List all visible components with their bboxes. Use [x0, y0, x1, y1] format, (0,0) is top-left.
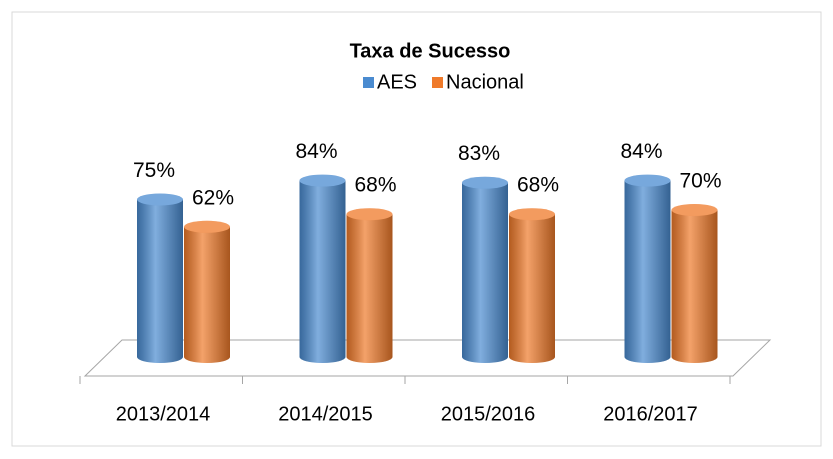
- bar-top: [137, 193, 183, 206]
- bar-top-highlight: [509, 208, 555, 221]
- bar-top: [509, 208, 555, 221]
- data-label: 84%: [295, 140, 337, 163]
- bar-top: [299, 174, 346, 187]
- floor: [83, 339, 772, 377]
- legend-swatch: [432, 77, 443, 88]
- x-tick-label: 2015/2016: [441, 403, 536, 425]
- data-label: 68%: [354, 174, 396, 197]
- data-label: 70%: [679, 170, 721, 193]
- data-label: 84%: [620, 140, 662, 163]
- data-label: 75%: [133, 159, 175, 182]
- bar-shading: [624, 180, 671, 363]
- bar-shading: [671, 210, 718, 363]
- bar-top: [184, 220, 230, 233]
- bar-top-highlight: [137, 193, 183, 206]
- chart-title: Taxa de Sucesso: [350, 40, 511, 62]
- bar-top-highlight: [671, 204, 718, 216]
- x-tick-label: 2013/2014: [116, 403, 211, 425]
- bar-top-highlight: [462, 176, 508, 189]
- bar-top: [346, 208, 393, 221]
- bar-top-highlight: [299, 174, 346, 187]
- bar-shading: [509, 214, 555, 363]
- bar-top-highlight: [624, 174, 671, 187]
- legend-label: Nacional: [446, 71, 524, 93]
- bar-shading: [184, 226, 230, 363]
- x-tick-label: 2014/2015: [278, 403, 373, 425]
- bar-shading: [137, 199, 183, 363]
- legend-label: AES: [377, 71, 417, 93]
- legend-swatch: [363, 77, 374, 88]
- data-label: 62%: [192, 186, 234, 209]
- data-label: 83%: [458, 142, 500, 165]
- x-tick-label: 2016/2017: [603, 403, 698, 425]
- bar-shading: [299, 180, 346, 363]
- bar-shading: [346, 214, 393, 363]
- data-label: 68%: [517, 174, 559, 197]
- plot: 75% 84% 83% 84% 62% 68% 68% 70%: [133, 140, 722, 363]
- bar-top-highlight: [346, 208, 393, 221]
- bar-top: [671, 204, 718, 216]
- bar-top: [624, 174, 671, 187]
- bar-top: [462, 176, 508, 189]
- bar-shading: [462, 182, 508, 363]
- bar-top-highlight: [184, 220, 230, 233]
